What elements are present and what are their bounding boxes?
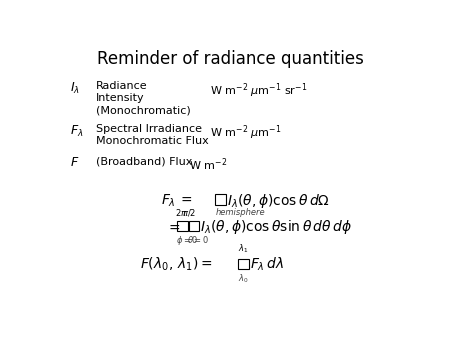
FancyBboxPatch shape — [215, 194, 226, 205]
Text: $\lambda_1$: $\lambda_1$ — [238, 243, 248, 255]
Text: $I_\lambda(\theta,\phi)\cos\theta\,d\Omega$: $I_\lambda(\theta,\phi)\cos\theta\,d\Ome… — [227, 192, 330, 210]
FancyBboxPatch shape — [189, 221, 199, 231]
Text: (Monochromatic): (Monochromatic) — [96, 106, 191, 116]
Text: Monochromatic Flux: Monochromatic Flux — [96, 136, 209, 146]
Text: $F(\lambda_0,\,\lambda_1)=$: $F(\lambda_0,\,\lambda_1)=$ — [140, 256, 212, 273]
Text: $2\pi$: $2\pi$ — [175, 207, 187, 218]
Text: $F_{\lambda}$: $F_{\lambda}$ — [70, 124, 84, 139]
Text: $\lambda_0$: $\lambda_0$ — [238, 273, 249, 285]
Text: $\theta{=}0$: $\theta{=}0$ — [187, 235, 209, 245]
Text: $F_\lambda\,d\lambda$: $F_\lambda\,d\lambda$ — [250, 256, 284, 273]
Text: $F$: $F$ — [70, 156, 80, 169]
Text: $\phi{=}0$: $\phi{=}0$ — [176, 235, 199, 247]
Text: $\pi/2$: $\pi/2$ — [182, 207, 197, 218]
Text: Radiance: Radiance — [96, 81, 148, 91]
Text: Reminder of radiance quantities: Reminder of radiance quantities — [97, 50, 364, 68]
Text: Intensity: Intensity — [96, 93, 145, 103]
Text: $I_{\lambda}$: $I_{\lambda}$ — [70, 81, 80, 96]
Text: Spectral Irradiance: Spectral Irradiance — [96, 124, 202, 134]
Text: W m$^{-2}$ $\mu$m$^{-1}$ sr$^{-1}$: W m$^{-2}$ $\mu$m$^{-1}$ sr$^{-1}$ — [210, 81, 307, 99]
FancyBboxPatch shape — [238, 259, 249, 269]
Text: (Broadband) Flux: (Broadband) Flux — [96, 156, 193, 166]
Text: $F_\lambda\,=$: $F_\lambda\,=$ — [161, 192, 192, 209]
Text: $=$: $=$ — [166, 220, 181, 234]
Text: hemisphere: hemisphere — [215, 209, 265, 217]
Text: W m$^{-2}$ $\mu$m$^{-1}$: W m$^{-2}$ $\mu$m$^{-1}$ — [210, 124, 281, 142]
Text: $I_\lambda(\theta,\phi)\cos\theta\sin\theta\,d\theta\,d\phi$: $I_\lambda(\theta,\phi)\cos\theta\sin\th… — [200, 218, 352, 236]
Text: W m$^{-2}$: W m$^{-2}$ — [189, 156, 227, 173]
FancyBboxPatch shape — [177, 221, 188, 231]
